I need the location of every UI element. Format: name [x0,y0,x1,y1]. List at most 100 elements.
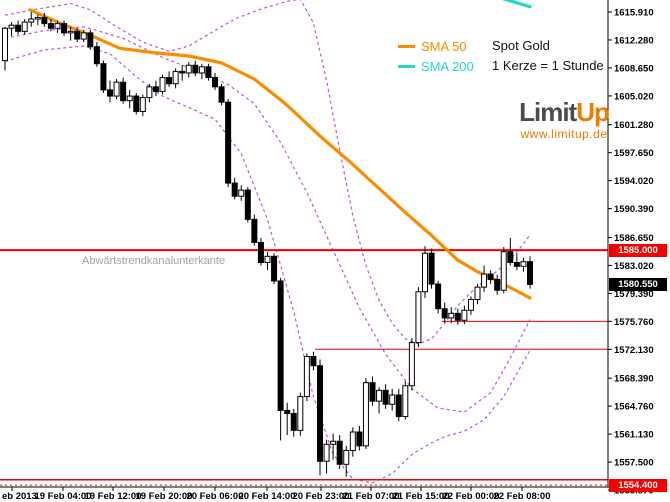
candle-body-bull [67,30,74,34]
price-tick-label: 1586.650 [614,233,654,244]
candle-body-bear [166,77,173,85]
candle-body-bear [284,409,291,414]
candle-body-bear [41,16,48,25]
candle-body-bear [15,24,22,32]
candle-body-bull [146,86,153,99]
candle-body-bull [408,342,415,387]
candle-body-bear [428,252,435,285]
candle-body-bull [362,382,369,447]
candle-body-bear [441,308,448,319]
candle-body-bear [369,382,376,402]
price-badge-1585: 1585.000 [609,243,667,257]
candle-body-bear [74,30,81,40]
candle-body-bear [212,77,218,88]
candle-body-bear [507,251,514,263]
candle-body-bull [303,355,310,398]
candle-body-bull [520,261,527,267]
candle-body-bull [264,255,271,263]
price-tick-label: 1615.910 [614,8,654,19]
candle-body-bull [474,286,481,300]
candle-body-bear [152,86,159,92]
candle-body-bull [343,449,350,465]
price-tick-label: 1594.020 [614,176,654,187]
candle-body-bear [244,189,251,220]
time-tick-label: 22 Feb 00:00 [442,491,499,502]
price-tick-label: 1612.280 [614,35,654,46]
candle-body-bear [192,64,199,74]
candle-body-bull [323,443,330,462]
candle-body-bull [349,431,356,451]
candle-body-bear [61,23,68,34]
candle-body-bull [376,389,383,402]
time-tick-label: 21 Feb 15:00 [392,491,449,502]
price-tick-label: 1583.020 [614,261,654,272]
candle-body-bear [251,218,258,243]
candle-body-bear [133,95,140,112]
candle-body-bear [382,389,389,405]
limitup-logo-text: LimitUp [516,99,612,125]
sma50-swatch [398,44,415,48]
candle-body-bull [330,440,337,445]
candle-body-bull [159,77,166,92]
candle-body-bull [415,291,422,344]
candle-body-bear [494,278,501,291]
price-tick-label: 1590.390 [614,204,654,215]
candle-body-bear [231,182,238,197]
instrument-title: Spot Gold [492,38,550,53]
candle-body-bear [395,394,402,418]
indicator-legend: SMA 50 SMA 200 [398,36,474,76]
candle-body-bull [500,251,507,291]
price-tick-label: 1572.130 [614,345,654,356]
candle-body-bull [172,70,179,85]
candle-body-bull [461,309,468,321]
candle-body-bear [218,86,225,103]
candle-body-bear [310,355,317,367]
price-tick-label: 1608.650 [614,63,654,74]
sma50-line [28,8,532,300]
bollinger-lower-band [4,45,531,484]
candle-body-bear [527,261,533,285]
candle-body-bull [238,189,245,197]
price-tick-label: 1575.760 [614,317,654,328]
time-tick-label: 20 Feb 06:00 [186,491,243,502]
candle-body-bull [198,66,205,74]
candle-body-bull [448,312,455,319]
candle-body-bear [87,32,94,48]
candle-body-bull [34,16,41,20]
candle-body-bull [402,385,409,418]
candle-body-bull [126,95,133,102]
legend-row-sma50: SMA 50 [398,36,474,56]
candle-body-bull [28,18,35,23]
price-tick-label: 1564.760 [614,402,654,413]
candle-body-bear [107,89,113,97]
candle-body-bull [2,27,8,62]
candle-body-bull [185,64,192,74]
candle-body-bear [513,261,520,267]
candle-body-bull [389,394,396,405]
price-tick-label: 1579.390 [614,289,654,300]
time-tick-label: 22 Feb 08:00 [493,491,550,502]
candle-body-bull [481,273,488,288]
time-tick-label: 20 Feb 23:00 [292,491,349,502]
price-tick-label: 1561.130 [614,430,654,441]
price-tick-label: 1568.390 [614,374,654,385]
candle-body-bear [356,431,363,447]
candle-body-bull [8,24,15,29]
timeframe-subtitle: 1 Kerze = 1 Stunde [492,58,604,73]
candle-body-bull [422,252,428,293]
candle-body-bear [336,440,343,465]
candle-body-bear [120,81,127,102]
candle-body-bear [454,312,461,321]
time-tick-label: 19 Feb 20:00 [135,491,192,502]
sma200-swatch [398,64,415,68]
time-tick-label: 20 Feb 14:00 [238,491,295,502]
limitup-watermark: LimitUp www.limitup.de [516,99,612,140]
logo-part-up: Up [576,97,610,127]
limitup-url: www.limitup.de [520,127,608,141]
candle-body-bull [297,396,304,431]
trendline-annotation: Abwärtstrendkanalunterkante [82,255,226,267]
candle-body-bull [139,97,146,112]
sma200-line [502,0,532,9]
